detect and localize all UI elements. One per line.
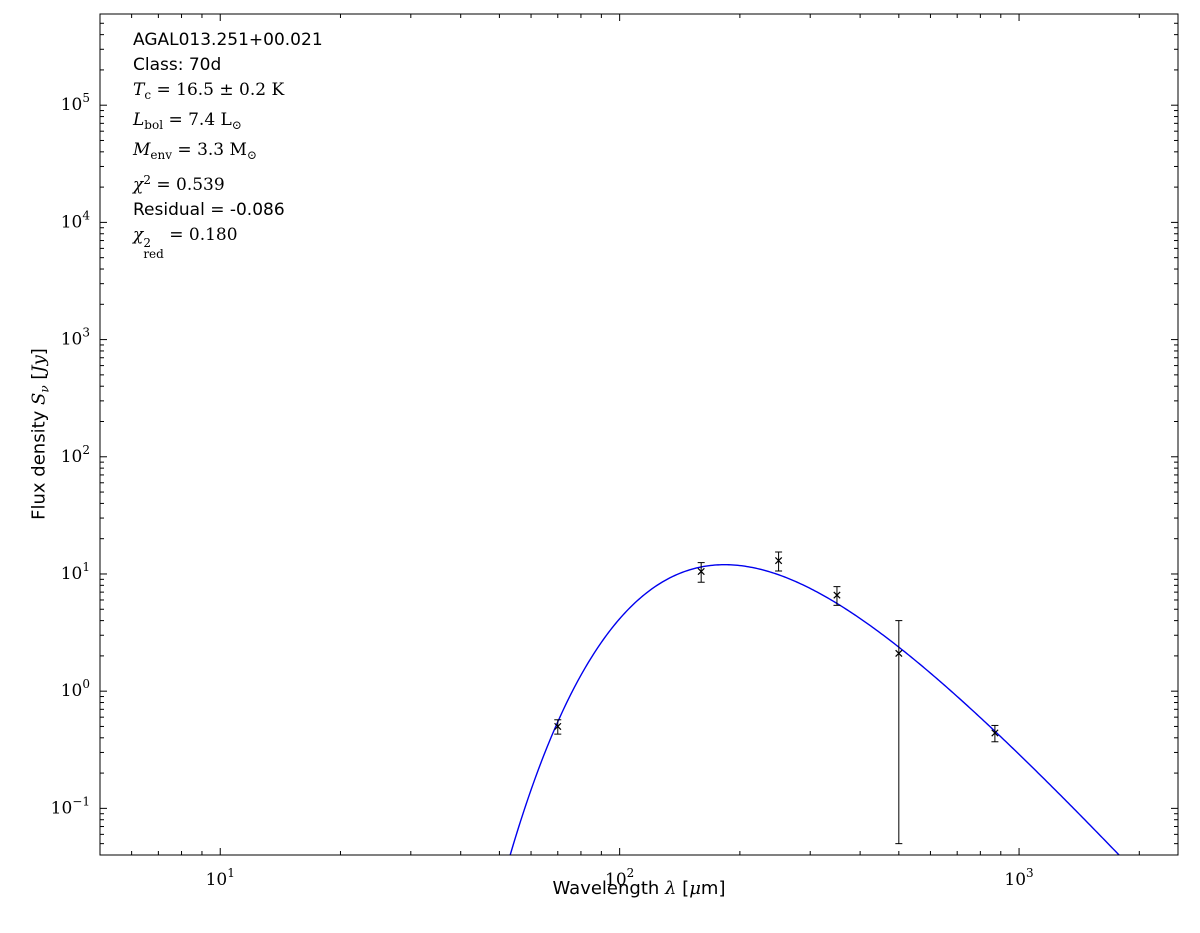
- x-tick-label: 103: [1004, 866, 1033, 890]
- data-point: [991, 724, 999, 743]
- y-tick-label: 104: [61, 208, 91, 232]
- annotation-line: Residual = -0.086: [133, 200, 285, 220]
- data-point: [833, 586, 841, 606]
- sub-sup-stack: 2 red: [143, 236, 164, 261]
- y-tick-label: 105: [61, 91, 90, 115]
- annotation-line: Class: 70d: [133, 55, 222, 75]
- y-tick-label: 101: [61, 560, 90, 584]
- data-point: [774, 551, 783, 572]
- y-tick-label: 102: [61, 443, 90, 467]
- axes-frame: [99, 13, 1179, 856]
- y-tick-label: 10−1: [51, 794, 90, 818]
- x-tick-label: 101: [206, 866, 235, 890]
- x-axis-label: Wavelength λ [μm]: [552, 878, 726, 899]
- annotation-line: χ 2 red = 0.180: [133, 225, 238, 261]
- annotation-line: Tc = 16.5 ± 0.2 K: [133, 80, 285, 102]
- y-tick-label: 103: [61, 326, 90, 350]
- y-axis-label: Flux density Sν [Jy]: [28, 348, 52, 520]
- annotation-line: χ2 = 0.539: [133, 173, 225, 195]
- annotation-line: AGAL013.251+00.021: [133, 30, 323, 50]
- data-point: [554, 719, 562, 735]
- y-tick-label: 100: [61, 677, 90, 701]
- annotation-line: Lbol = 7.4 L⊙: [133, 110, 242, 132]
- annotation-line: Menv = 3.3 M⊙: [133, 140, 257, 162]
- model-curve: [509, 563, 1121, 855]
- data-point: [895, 620, 903, 845]
- data-point: [697, 562, 705, 583]
- fit-parameters-annotation: AGAL013.251+00.021 Class: 70d Tc = 16.5 ± …: [133, 28, 323, 260]
